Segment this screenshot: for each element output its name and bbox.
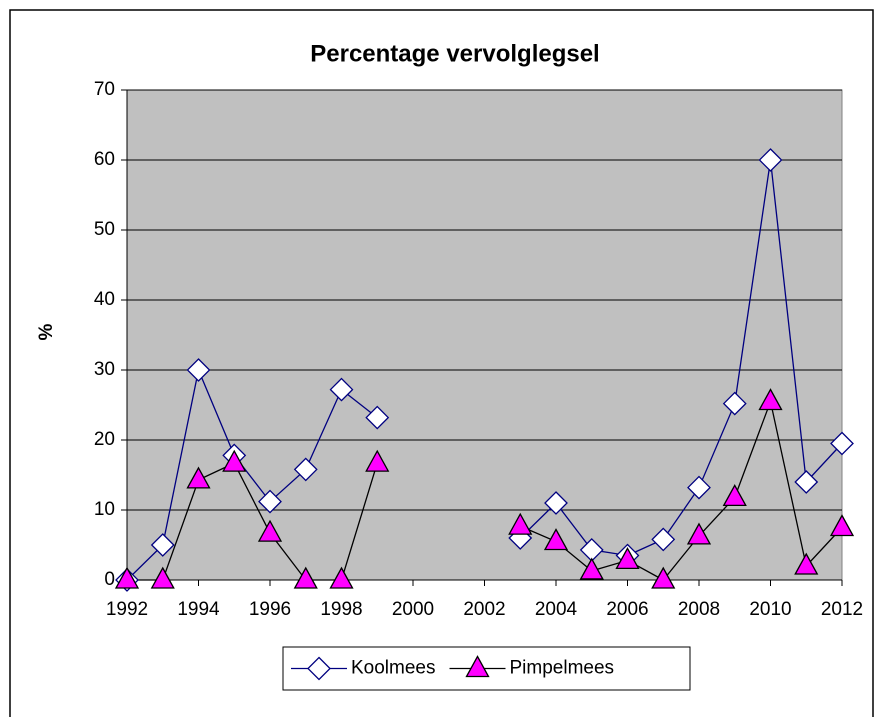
- diamond-marker: [258, 489, 282, 514]
- triangle-marker: [114, 566, 140, 589]
- plot-area: [126, 89, 843, 581]
- y-tick-label: 70: [94, 79, 115, 100]
- triangle-marker: [150, 566, 175, 589]
- y-tick-label: 10: [94, 499, 115, 520]
- x-tick-label: 2006: [606, 599, 648, 620]
- y-tick-label: 30: [94, 359, 115, 380]
- triangle-marker: [615, 547, 640, 570]
- triangle-marker: [722, 484, 747, 507]
- x-tick-label: 2004: [535, 599, 578, 620]
- diamond-marker: [293, 457, 318, 482]
- x-tick-label: 2000: [392, 599, 434, 620]
- x-tick-label: 1998: [320, 599, 362, 620]
- triangle-marker: [465, 655, 490, 678]
- triangle-marker: [651, 566, 676, 589]
- series-line: [519, 399, 843, 581]
- legend-label: Pimpelmees: [510, 658, 615, 679]
- diamond-marker: [758, 148, 783, 172]
- diamond-marker: [651, 527, 676, 552]
- x-tick-label: 1992: [106, 599, 148, 620]
- diamond-marker: [307, 656, 331, 681]
- diamond-marker: [150, 533, 175, 557]
- diamond-marker: [830, 431, 854, 456]
- x-tick-label: 1996: [249, 599, 291, 620]
- x-tick-label: 2008: [678, 599, 720, 620]
- triangle-marker: [543, 528, 569, 551]
- triangle-marker: [686, 522, 712, 545]
- y-tick-label: 60: [94, 149, 115, 170]
- triangle-marker: [222, 449, 247, 472]
- triangle-marker: [579, 557, 604, 580]
- series-line: [126, 367, 378, 581]
- diamond-marker: [687, 475, 711, 500]
- triangle-marker: [508, 512, 533, 535]
- triangle-marker: [758, 388, 783, 411]
- triangle-marker: [186, 466, 211, 489]
- legend-label: Koolmees: [351, 658, 436, 679]
- diamond-marker: [186, 358, 211, 382]
- diamond-marker: [722, 391, 747, 416]
- diamond-marker: [329, 377, 354, 402]
- series-line: [519, 159, 843, 557]
- y-tick-label: 50: [94, 219, 115, 240]
- triangle-marker: [829, 514, 855, 537]
- triangle-marker: [293, 566, 318, 589]
- x-tick-label: 2012: [821, 599, 863, 620]
- x-tick-label: 1994: [177, 599, 220, 620]
- triangle-marker: [329, 566, 354, 589]
- y-tick-label: 0: [104, 569, 115, 590]
- y-axis-label: %: [36, 323, 57, 340]
- x-tick-label: 2010: [749, 599, 791, 620]
- chart-title: Percentage vervolglegsel: [310, 40, 599, 67]
- diamond-marker: [544, 491, 568, 515]
- triangle-marker: [257, 519, 283, 542]
- triangle-marker: [794, 552, 819, 575]
- y-tick-label: 20: [94, 429, 115, 450]
- triangle-marker: [365, 449, 390, 472]
- y-tick-label: 40: [94, 289, 115, 310]
- x-tick-label: 2002: [463, 599, 505, 620]
- diamond-marker: [794, 470, 819, 494]
- diamond-marker: [365, 405, 390, 430]
